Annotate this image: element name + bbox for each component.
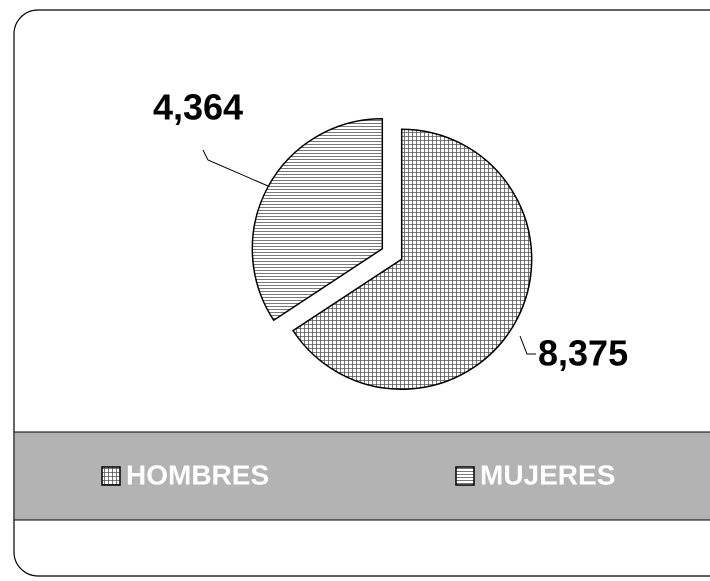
legend-label: HOMBRES xyxy=(126,459,269,490)
data-label: 8,375 xyxy=(538,333,628,374)
pie-slice xyxy=(251,118,384,322)
legend: HOMBRES MUJERES xyxy=(101,459,615,490)
legend-swatch xyxy=(455,466,475,486)
legend-label: MUJERES xyxy=(480,459,615,490)
pie: 8,375 4,364 xyxy=(153,87,628,390)
legend-swatch xyxy=(101,466,121,486)
data-label: 4,364 xyxy=(153,87,243,128)
leader-line xyxy=(519,335,536,355)
leader-line xyxy=(202,149,269,187)
legend-band xyxy=(13,431,710,521)
pie-slice xyxy=(292,128,533,390)
